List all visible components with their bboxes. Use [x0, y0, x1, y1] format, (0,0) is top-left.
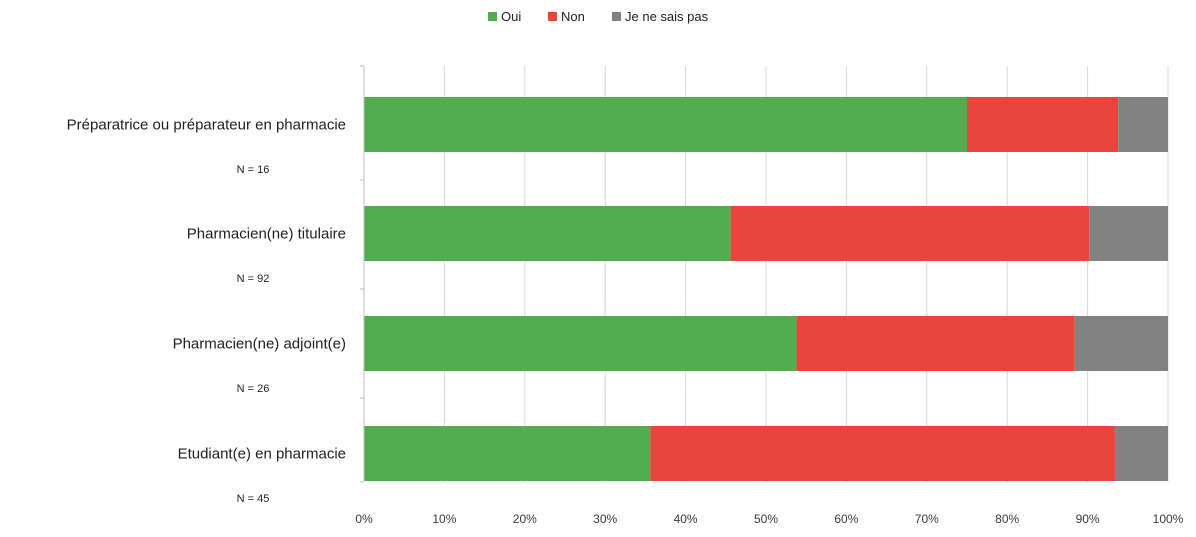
- category-label: Pharmacien(ne) titulaire: [187, 226, 346, 243]
- axes: 0% 10% 20% 30% 40% 50% 60% 70% 80% 90% 100%: [355, 65, 1184, 526]
- bar-segment-je-ne-sais-pas: [1118, 97, 1168, 152]
- sample-size-label: N = 45: [237, 493, 270, 505]
- legend-label-oui: Oui: [501, 9, 521, 24]
- bar-segment-oui: [364, 316, 797, 371]
- bars: [364, 97, 1168, 481]
- bar-segment-je-ne-sais-pas: [1089, 206, 1168, 261]
- x-tick-label: 100%: [1153, 512, 1184, 526]
- legend-label-non: Non: [561, 9, 585, 24]
- bar-segment-non: [730, 206, 1090, 261]
- x-tick-label: 80%: [995, 512, 1019, 526]
- bar-segment-non: [967, 97, 1119, 152]
- x-tick-label: 40%: [674, 512, 698, 526]
- bar-segment-oui: [364, 426, 651, 481]
- x-tick-label: 70%: [915, 512, 939, 526]
- bar-segment-oui: [364, 97, 967, 152]
- category-labels: Préparatrice ou préparateur en pharmacie…: [67, 117, 346, 506]
- bar-segment-non: [650, 426, 1115, 481]
- x-tick-label: 0%: [355, 512, 373, 526]
- sample-size-label: N = 92: [237, 273, 270, 285]
- bar-segment-je-ne-sais-pas: [1074, 316, 1168, 371]
- bar-segment-je-ne-sais-pas: [1114, 426, 1168, 481]
- x-tick-label: 10%: [432, 512, 456, 526]
- sample-size-label: N = 16: [237, 164, 270, 176]
- legend-swatch-je-ne-sais-pas: [612, 12, 621, 21]
- x-tick-label: 20%: [513, 512, 537, 526]
- legend-label-je-ne-sais-pas: Je ne sais pas: [625, 9, 709, 24]
- bar-segment-oui: [364, 206, 731, 261]
- legend-swatch-non: [548, 12, 557, 21]
- category-label: Pharmacien(ne) adjoint(e): [173, 336, 346, 353]
- sample-size-label: N = 26: [237, 383, 270, 395]
- x-tick-label: 60%: [834, 512, 858, 526]
- category-label: Etudiant(e) en pharmacie: [178, 446, 346, 463]
- x-tick-label: 30%: [593, 512, 617, 526]
- x-tick-label: 50%: [754, 512, 778, 526]
- x-tick-label: 90%: [1076, 512, 1100, 526]
- legend-swatch-oui: [488, 12, 497, 21]
- category-label: Préparatrice ou préparateur en pharmacie: [67, 117, 346, 134]
- bar-segment-non: [796, 316, 1075, 371]
- legend: Oui Non Je ne sais pas: [488, 9, 709, 24]
